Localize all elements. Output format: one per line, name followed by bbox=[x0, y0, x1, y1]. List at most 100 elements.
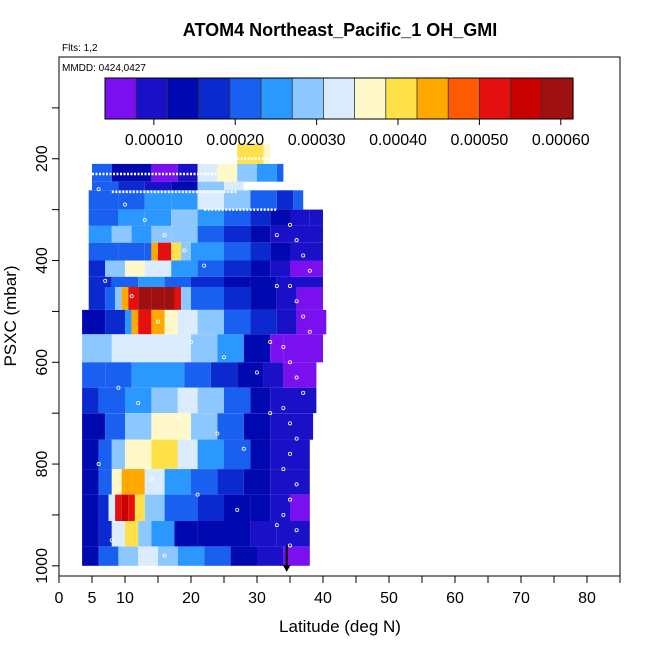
heat-cell bbox=[151, 309, 165, 335]
colorbar-cell bbox=[323, 78, 328, 119]
sample-point bbox=[294, 528, 299, 533]
heat-cell bbox=[197, 225, 224, 243]
sample-point bbox=[96, 187, 101, 192]
heat-cell bbox=[125, 260, 145, 277]
heat-cell bbox=[151, 287, 165, 310]
colorbar-cell bbox=[510, 78, 516, 119]
heat-cell bbox=[174, 287, 182, 310]
colorbar-cell bbox=[233, 78, 239, 119]
colorbar-cell bbox=[288, 78, 293, 119]
colorbar-cell bbox=[249, 78, 254, 119]
colorbar-cell bbox=[561, 78, 566, 119]
x-tick-label: 60 bbox=[446, 590, 464, 607]
sample-point bbox=[221, 355, 226, 360]
heat-cell bbox=[171, 209, 198, 226]
heat-cell bbox=[270, 225, 290, 243]
heat-cell bbox=[224, 439, 251, 470]
heat-cell bbox=[138, 276, 165, 287]
sample-point bbox=[268, 339, 273, 344]
heat-cell bbox=[270, 260, 290, 277]
heat-cell bbox=[224, 309, 251, 335]
colorbar-cell bbox=[315, 78, 321, 119]
colorbar-cell bbox=[569, 78, 574, 119]
heat-cell bbox=[174, 521, 198, 547]
heat-cell bbox=[88, 209, 119, 226]
colorbar-cell bbox=[522, 78, 527, 119]
y-tick-label: 800 bbox=[34, 451, 51, 478]
heat-cell bbox=[105, 413, 125, 440]
colorbar-cell bbox=[495, 78, 500, 119]
sample-point bbox=[136, 400, 141, 405]
heat-cell bbox=[164, 469, 191, 495]
heat-cell bbox=[197, 309, 224, 335]
colorbar-cell bbox=[381, 78, 387, 119]
heat-cell bbox=[111, 276, 139, 287]
heat-cell bbox=[92, 181, 119, 191]
colorbar-cell bbox=[225, 78, 231, 119]
heat-cell bbox=[290, 242, 323, 261]
heat-cell bbox=[177, 546, 205, 566]
colorbar-cell bbox=[140, 78, 145, 119]
heat-cell bbox=[250, 494, 271, 522]
sample-point bbox=[287, 543, 292, 548]
colorbar-cell bbox=[331, 78, 336, 119]
sample-point bbox=[294, 482, 299, 487]
heat-cell bbox=[217, 469, 244, 495]
heat-cell bbox=[250, 225, 271, 243]
heat-cell bbox=[151, 521, 175, 547]
colorbar bbox=[104, 77, 574, 120]
heat-cell bbox=[134, 494, 145, 522]
heat-cell bbox=[82, 546, 99, 566]
colorbar-cell bbox=[300, 78, 305, 119]
heat-cell bbox=[290, 413, 314, 440]
colorbar-cell bbox=[276, 78, 282, 119]
heat-cell bbox=[118, 546, 139, 566]
heat-cell bbox=[293, 190, 304, 210]
heat-cell bbox=[82, 521, 99, 547]
sample-point bbox=[307, 329, 312, 334]
y-tick-label: 400 bbox=[34, 247, 51, 274]
heat-cell bbox=[257, 163, 277, 182]
heat-cell bbox=[224, 494, 251, 522]
colorbar-cell bbox=[206, 78, 211, 119]
x-tick-label: 5 bbox=[88, 590, 97, 607]
y-axis-label: PSXC (mbar) bbox=[1, 265, 20, 366]
heat-cell bbox=[276, 521, 310, 547]
colorbar-cell bbox=[545, 78, 551, 119]
colorbar-cell bbox=[354, 78, 360, 119]
sample-point bbox=[109, 538, 114, 543]
heat-cell bbox=[131, 309, 139, 335]
heat-cell bbox=[224, 521, 251, 547]
heat-cell bbox=[263, 362, 284, 388]
heat-cell bbox=[250, 276, 277, 287]
x-axis-label: Latitude (deg N) bbox=[279, 617, 401, 636]
heat-cell bbox=[171, 260, 198, 277]
heat-cell bbox=[191, 334, 218, 363]
x-tick-label: 30 bbox=[248, 590, 266, 607]
heat-cell bbox=[98, 494, 109, 522]
colorbar-cell bbox=[124, 78, 129, 119]
colorbar-cell bbox=[405, 78, 410, 119]
heat-cell bbox=[82, 387, 99, 414]
heat-cell bbox=[197, 260, 224, 277]
sample-point bbox=[149, 477, 154, 482]
heat-cell bbox=[197, 181, 224, 191]
sample-points bbox=[96, 187, 312, 558]
colorbar-cell bbox=[456, 78, 461, 119]
heat-cell bbox=[191, 242, 224, 261]
heat-cell bbox=[283, 546, 310, 566]
colorbar-cell bbox=[105, 78, 110, 119]
colorbar-cell bbox=[370, 78, 375, 119]
colorbar-cell bbox=[424, 78, 430, 119]
heat-cell bbox=[88, 287, 106, 310]
heat-cell bbox=[197, 494, 224, 522]
sample-point bbox=[162, 553, 167, 558]
heat-cell bbox=[250, 387, 271, 414]
heat-cell bbox=[144, 494, 165, 522]
sample-point bbox=[281, 512, 286, 517]
colorbar-tick-label: 0.00060 bbox=[532, 132, 590, 149]
colorbar-cell bbox=[549, 78, 555, 119]
heat-cell bbox=[217, 163, 238, 182]
heat-cell bbox=[197, 439, 224, 470]
colorbar-cell bbox=[530, 78, 535, 119]
